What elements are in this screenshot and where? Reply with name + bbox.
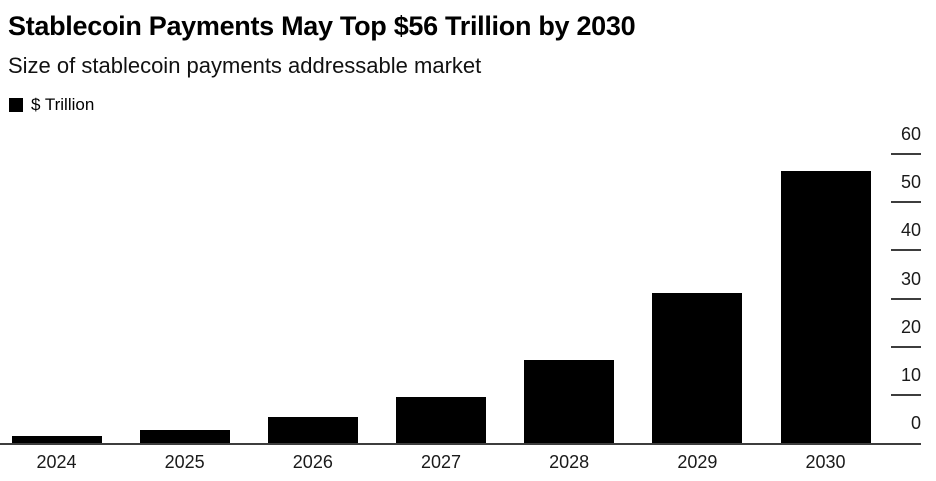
y-axis-label-60: 60 bbox=[900, 124, 921, 144]
y-axis-label-50: 50 bbox=[900, 172, 921, 193]
x-axis-label-2028: 2028 bbox=[549, 452, 590, 472]
x-axis-label-2024: 2024 bbox=[36, 452, 77, 472]
x-axis-label-2030: 2030 bbox=[805, 452, 846, 472]
bar-2025 bbox=[139, 429, 230, 443]
chart-title: Stablecoin Payments May Top $56 Trillion… bbox=[8, 11, 636, 41]
bar-2027 bbox=[396, 397, 486, 443]
x-axis-label-2025: 2025 bbox=[164, 452, 205, 472]
y-axis-label-20: 20 bbox=[900, 316, 921, 337]
bar-2030 bbox=[780, 170, 871, 443]
x-axis-line bbox=[0, 443, 921, 445]
y-axis-tick-20 bbox=[891, 345, 921, 348]
y-axis-label-40: 40 bbox=[900, 220, 921, 241]
chart-subtitle: Size of stablecoin payments addressable … bbox=[8, 53, 482, 78]
bar-2024 bbox=[11, 435, 102, 443]
y-axis-tick-60 bbox=[891, 153, 921, 155]
y-axis-label-10: 10 bbox=[900, 364, 921, 385]
y-axis-label-30: 30 bbox=[900, 268, 921, 289]
bar-2029 bbox=[652, 292, 743, 443]
x-axis-label-2027: 2027 bbox=[420, 452, 462, 472]
x-axis-label-2029: 2029 bbox=[677, 452, 718, 472]
y-axis-label-0: 0 bbox=[910, 413, 921, 433]
y-axis-tick-30 bbox=[891, 297, 921, 300]
legend-swatch-icon bbox=[9, 98, 23, 112]
y-axis-tick-40 bbox=[891, 249, 921, 252]
bar-2026 bbox=[267, 417, 358, 443]
legend: $ Trillion bbox=[9, 95, 94, 115]
bar-2028 bbox=[524, 359, 615, 443]
x-axis-label-2026: 2026 bbox=[292, 452, 333, 472]
y-axis-tick-50 bbox=[891, 201, 921, 204]
y-axis-tick-10 bbox=[891, 393, 921, 396]
legend-label: $ Trillion bbox=[31, 95, 95, 114]
